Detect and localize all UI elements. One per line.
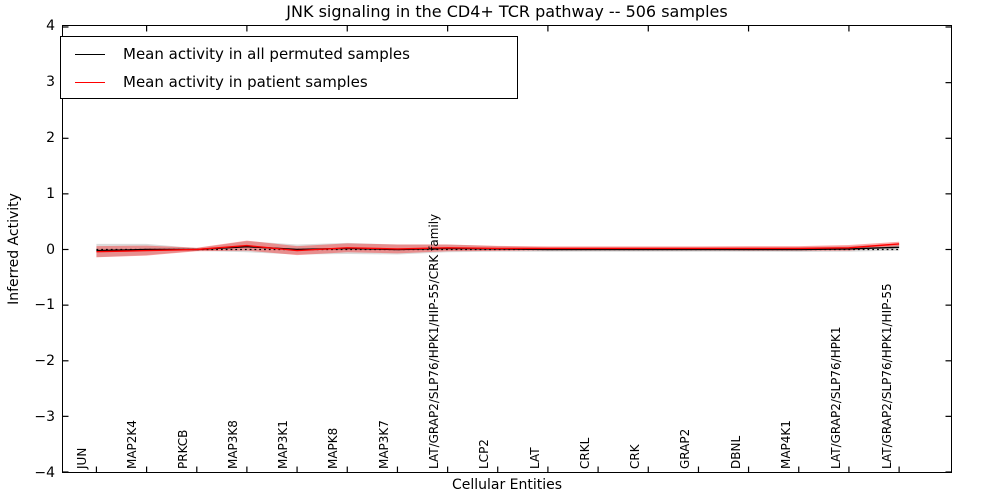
x-tick-label: MAPK8 [326,427,341,469]
x-tick-label: LAT [527,447,542,469]
chart-canvas [63,26,951,472]
mean-line-1 [96,243,900,253]
y-tick-label: 2 [46,129,55,146]
x-tick-label: GRAP2 [678,428,693,469]
x-tick-label: LAT/GRAP2/SLP76/HPK1/HIP-55/CRK family [427,213,441,469]
x-tick-label: MAP2K4 [125,420,140,469]
x-tick-label: MAP3K7 [376,420,391,469]
x-axis-label: Cellular Entities [451,477,563,493]
x-tick-label: MAP3K8 [225,420,240,469]
x-tick-label: LCP2 [477,439,492,469]
y-tick-label: 0 [46,241,55,258]
x-tick-label: LAT/GRAP2/SLP76/HPK1 [829,326,844,470]
legend-line-permuted-icon [75,53,105,55]
plot-area [62,25,952,473]
y-tick-label: −1 [34,297,55,314]
y-tick-label: 1 [46,185,55,202]
x-tick-label: DBNL [728,435,743,469]
legend-item-patient: Mean activity in patient samples [61,68,517,96]
y-tick-label: −2 [34,353,55,370]
legend-label-permuted: Mean activity in all permuted samples [123,45,410,63]
y-tick-label: −4 [34,465,55,481]
y-tick-label: 3 [46,73,55,90]
x-tick-label: MAP4K1 [778,420,793,469]
x-tick-label: CRK [628,444,643,469]
chart-title: JNK signaling in the CD4+ TCR pathway --… [286,2,728,21]
x-tick-label: PRKCB [175,429,190,469]
x-tick-label: MAP3K1 [276,420,291,469]
x-tick-label: CRKL [577,437,592,469]
x-tick-label: LAT/GRAP2/SLP76/HPK1/HIP-55 [879,283,894,469]
legend-label-patient: Mean activity in patient samples [123,73,368,91]
x-tick-label: JUN [75,447,89,469]
legend: Mean activity in all permuted samples Me… [60,36,518,99]
legend-line-patient-icon [75,81,105,83]
legend-item-permuted: Mean activity in all permuted samples [61,40,517,68]
y-tick-label: −3 [34,409,55,426]
y-tick-label: 4 [46,18,55,34]
